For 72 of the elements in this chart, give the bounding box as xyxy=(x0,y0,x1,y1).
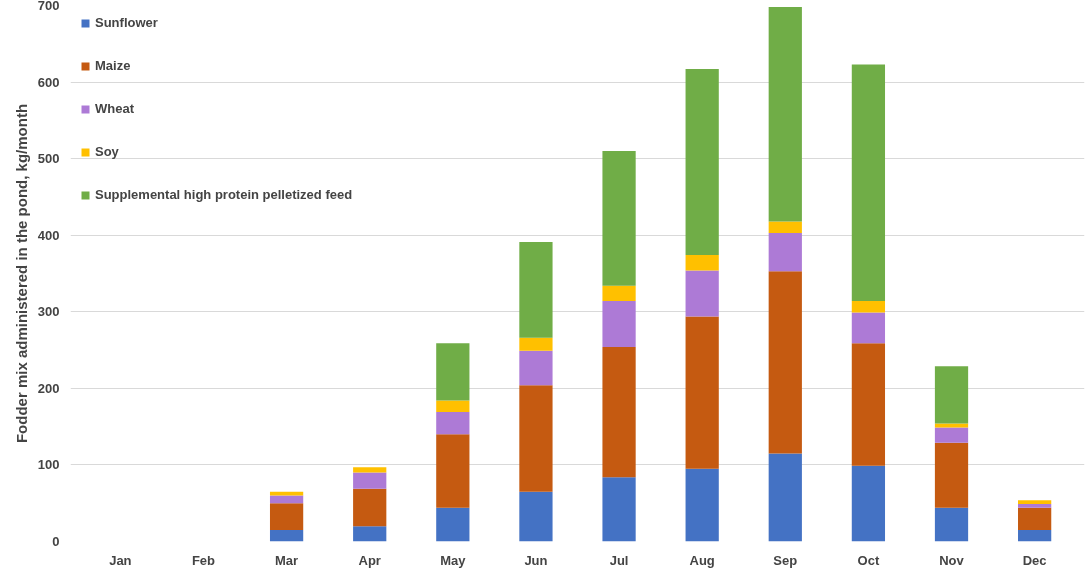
bar xyxy=(685,316,719,469)
bar xyxy=(436,343,470,401)
bar xyxy=(685,270,719,317)
bar xyxy=(602,477,636,542)
y-tick-label: 200 xyxy=(37,380,60,396)
legend-label: Maize xyxy=(95,58,131,73)
legend-label: Soy xyxy=(95,144,119,159)
bar xyxy=(851,465,886,542)
bar xyxy=(934,507,969,542)
bar xyxy=(269,491,304,496)
bar xyxy=(353,526,387,542)
bar xyxy=(602,301,636,348)
legend-label: Supplemental high protein pelletized feed xyxy=(95,187,353,202)
y-axis-title: Fodder mix administered in the pond, kg/month xyxy=(12,103,30,444)
bar xyxy=(934,366,969,424)
y-tick-label: 600 xyxy=(37,74,60,90)
bar xyxy=(851,312,886,344)
bar xyxy=(768,221,802,233)
x-tick-label: Nov xyxy=(939,552,965,568)
bar xyxy=(269,495,304,504)
bar xyxy=(436,412,470,435)
bar xyxy=(685,468,719,542)
bar xyxy=(353,472,387,489)
x-tick-label: Dec xyxy=(1022,552,1047,568)
x-tick-label: Apr xyxy=(358,552,381,568)
legend-label: Wheat xyxy=(95,101,134,116)
x-tick-label: Jan xyxy=(109,552,132,568)
y-tick-label: 500 xyxy=(37,151,60,167)
x-tick-label: Sep xyxy=(773,552,798,568)
bar xyxy=(602,285,636,302)
bar xyxy=(685,69,719,256)
bar xyxy=(602,347,636,478)
bar xyxy=(269,503,304,531)
bar xyxy=(1018,530,1052,542)
bar xyxy=(768,271,802,454)
x-tick-label: Mar xyxy=(275,552,299,568)
bar xyxy=(851,343,886,466)
bar xyxy=(602,150,636,286)
bar xyxy=(436,400,470,413)
x-tick-label: Oct xyxy=(857,552,880,568)
bar xyxy=(768,232,802,272)
bar xyxy=(519,337,553,351)
bar xyxy=(1018,507,1052,531)
bar xyxy=(436,507,470,542)
legend-label: Sunflower xyxy=(95,15,158,30)
y-tick-label: 300 xyxy=(37,304,60,320)
bar xyxy=(519,491,553,542)
bar xyxy=(768,453,802,542)
bar xyxy=(1018,503,1052,508)
bar xyxy=(851,64,886,302)
x-tick-label: Feb xyxy=(191,552,216,568)
x-tick-label: Aug xyxy=(689,552,715,568)
bar xyxy=(685,255,719,271)
y-tick-label: 100 xyxy=(37,457,60,473)
bar xyxy=(768,7,802,222)
y-tick-label: 400 xyxy=(37,227,60,243)
bar xyxy=(269,530,304,542)
bar xyxy=(934,442,969,508)
y-tick-label: 700 xyxy=(37,0,60,13)
y-tick-label: 0 xyxy=(52,534,60,549)
bar xyxy=(436,434,470,508)
x-tick-label: May xyxy=(440,552,467,568)
x-tick-label: Jun xyxy=(524,552,548,568)
bar xyxy=(851,301,886,313)
bar xyxy=(353,488,387,527)
bar xyxy=(519,242,553,338)
bar xyxy=(353,467,387,473)
bar xyxy=(519,385,553,492)
bar xyxy=(519,350,553,386)
bar xyxy=(934,427,969,443)
bar xyxy=(1018,500,1052,504)
x-tick-label: Jul xyxy=(609,552,629,568)
